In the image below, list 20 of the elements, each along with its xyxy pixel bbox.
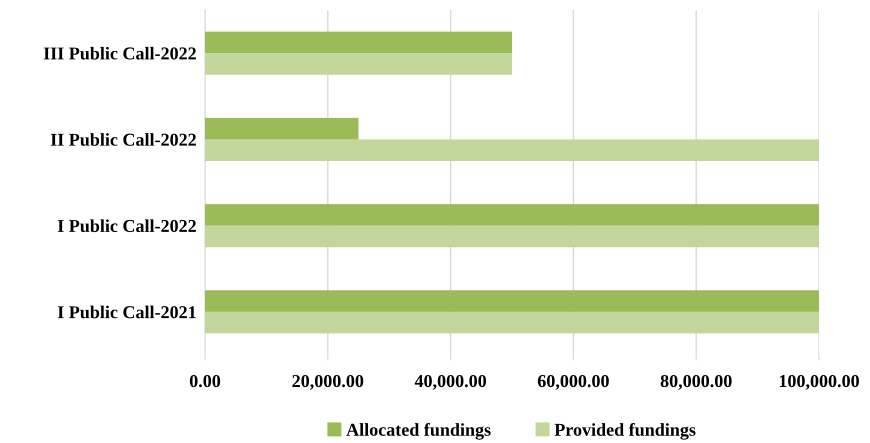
bar [205, 118, 358, 140]
y-tick-label: II Public Call-2022 [50, 133, 196, 146]
x-tick-label: 20,000.00 [292, 374, 364, 390]
bar [205, 32, 512, 54]
bar [205, 53, 512, 75]
bar [205, 312, 819, 334]
x-tick-label: 0.00 [190, 374, 220, 388]
x-tick-label: 100,000.00 [780, 374, 859, 390]
y-tick-label: I Public Call-2021 [58, 306, 196, 318]
x-tick-label: 60,000.00 [538, 374, 609, 390]
bar [205, 139, 819, 161]
bar [205, 204, 819, 226]
y-tick-label: I Public Call-2022 [58, 219, 196, 232]
y-tick-label: III Public Call-2022 [44, 46, 196, 60]
legend-label: Provided fundings [554, 423, 696, 440]
x-tick-label: 40,000.00 [414, 374, 486, 390]
x-tick-label: 80,000.00 [660, 374, 732, 390]
bar [205, 290, 819, 312]
bar [205, 226, 819, 248]
legend-label: Allocated fundings [346, 423, 491, 440]
